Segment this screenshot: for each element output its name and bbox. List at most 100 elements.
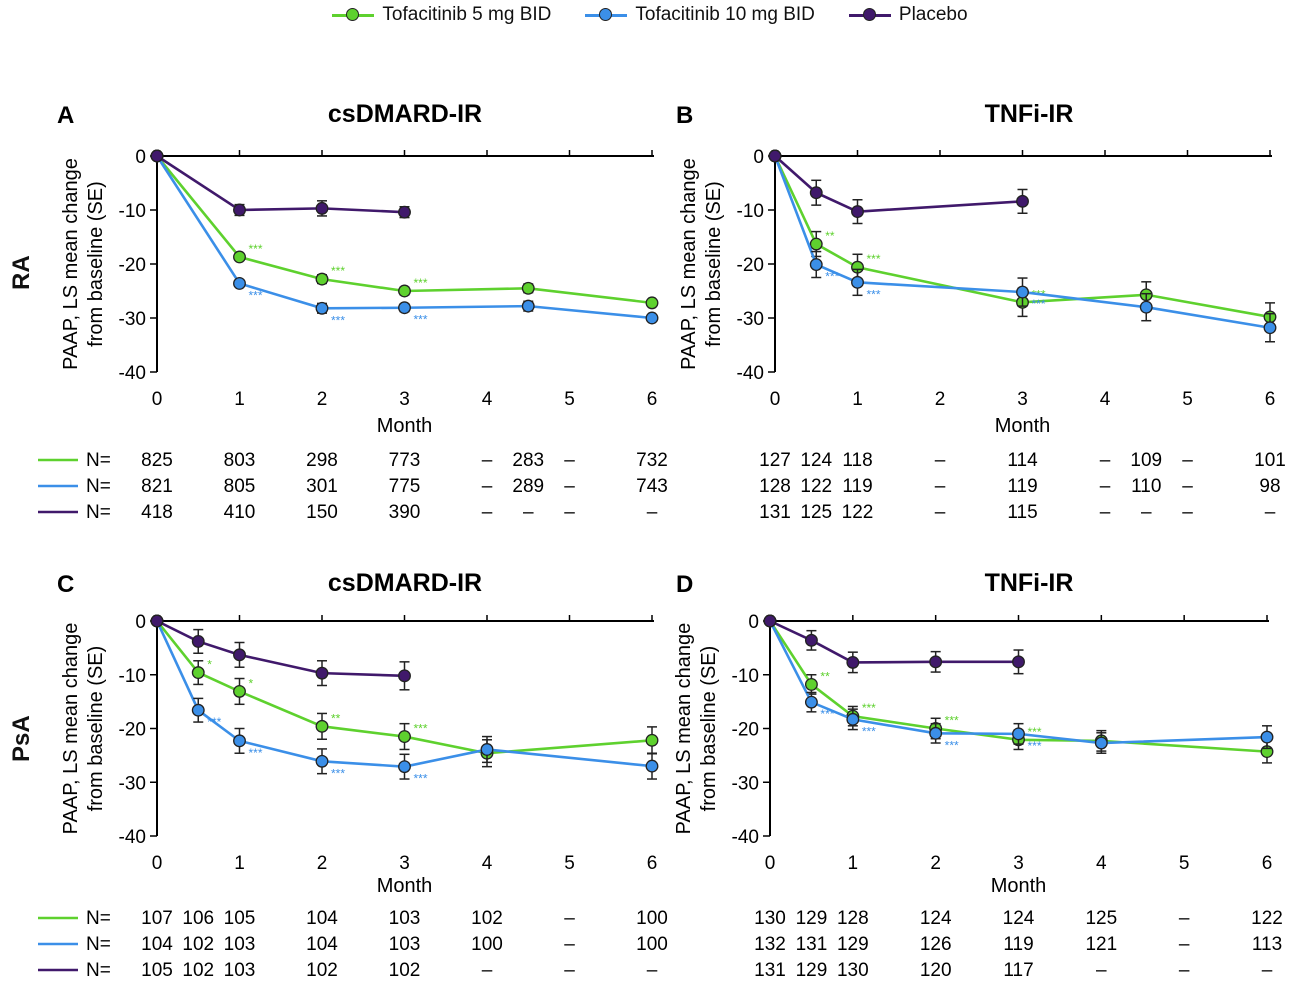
n-value: 107 [141, 908, 173, 929]
data-point [191, 666, 205, 680]
x-axis-label: Month [377, 875, 433, 897]
n-value: 125 [800, 502, 832, 523]
x-tick-label: 6 [1262, 853, 1273, 874]
x-tick-label: 0 [765, 853, 776, 874]
x-axis-label: Month [377, 415, 433, 437]
n-value: 732 [636, 450, 668, 471]
n-value: 131 [796, 934, 828, 955]
n-value: – [1100, 476, 1111, 497]
n-value: 289 [512, 476, 544, 497]
x-tick-label: 6 [647, 389, 658, 410]
y-tick-label: -40 [737, 363, 764, 384]
data-point [1012, 655, 1025, 669]
data-point [804, 677, 818, 691]
n-value: 128 [759, 476, 791, 497]
n-value: 100 [471, 934, 503, 955]
y-axis-label: from baseline (SE) [703, 181, 725, 347]
data-point [645, 296, 659, 310]
x-tick-label: 4 [1096, 853, 1107, 874]
significance-marker: *** [820, 707, 834, 721]
x-tick-label: 3 [399, 853, 410, 874]
series-line [774, 155, 1023, 213]
x-tick-label: 5 [564, 853, 575, 874]
data-point [315, 666, 329, 680]
n-value: 98 [1259, 476, 1280, 497]
significance-marker: *** [945, 738, 959, 752]
y-tick-label: 0 [135, 612, 146, 633]
n-value: – [1262, 960, 1273, 981]
n-value: – [647, 960, 658, 981]
data-point [1263, 321, 1277, 335]
n-value: 130 [754, 908, 786, 929]
data-point [1139, 300, 1153, 314]
panel-title: csDMARD-IR [328, 569, 482, 597]
n-value: 122 [1251, 908, 1283, 929]
series-line [773, 155, 1271, 319]
y-tick-label: -30 [737, 309, 764, 330]
panel-letter: B [676, 102, 693, 129]
n-value: 105 [141, 960, 173, 981]
n-value: 105 [224, 908, 256, 929]
legend-swatch [585, 7, 628, 21]
n-value: 121 [1085, 934, 1117, 955]
n-value: – [564, 908, 575, 929]
data-point [398, 301, 411, 315]
n-value: 102 [471, 908, 503, 929]
data-point [398, 669, 411, 683]
n-value: 131 [759, 502, 791, 523]
data-point [1260, 730, 1274, 744]
data-point [645, 733, 659, 747]
panel-title: TNFi-IR [985, 569, 1074, 597]
significance-marker: *** [331, 264, 345, 278]
data-point [809, 186, 823, 200]
significance-marker: *** [249, 288, 263, 302]
n-value: 124 [800, 450, 832, 471]
x-tick-label: 0 [770, 389, 781, 410]
data-point [846, 655, 860, 669]
n-value: 113 [1252, 934, 1282, 955]
y-tick-label: 0 [748, 612, 759, 633]
n-value: 106 [182, 908, 214, 929]
n-value: – [1182, 450, 1193, 471]
n-row-label: N= [86, 960, 111, 981]
n-value: 298 [306, 450, 338, 471]
y-axis-label: from baseline (SE) [698, 646, 720, 812]
n-value: – [482, 450, 493, 471]
n-value: 102 [306, 960, 338, 981]
data-point [398, 284, 411, 298]
data-point [315, 301, 329, 315]
y-axis-label: PAAP, LS mean change [60, 623, 82, 835]
x-tick-label: 0 [152, 853, 163, 874]
n-value: – [1179, 960, 1190, 981]
n-value: 100 [636, 908, 668, 929]
data-point [851, 275, 864, 289]
y-tick-label: -20 [119, 720, 146, 741]
n-value: 103 [224, 960, 256, 981]
x-tick-label: 0 [152, 389, 163, 410]
n-value: 102 [389, 960, 421, 981]
n-value: 119 [842, 476, 872, 497]
n-value: – [935, 476, 946, 497]
y-tick-label: -30 [732, 773, 759, 794]
n-value: 124 [1003, 908, 1035, 929]
series-line [773, 155, 1271, 330]
data-point [233, 734, 246, 748]
n-row-label: N= [86, 502, 111, 523]
n-value: – [482, 476, 493, 497]
n-value: 132 [754, 934, 786, 955]
n-row-label: N= [86, 934, 111, 955]
n-value: – [523, 502, 534, 523]
significance-marker: *** [414, 722, 428, 736]
significance-marker: *** [249, 746, 263, 760]
x-tick-label: 4 [482, 389, 493, 410]
n-value: 100 [636, 934, 668, 955]
n-value: 410 [224, 502, 256, 523]
data-point [929, 655, 943, 669]
x-tick-label: 5 [564, 389, 575, 410]
y-axis-label: PAAP, LS mean change [60, 158, 82, 370]
significance-marker: *** [862, 701, 876, 715]
n-value: 110 [1131, 476, 1161, 497]
series-line [155, 155, 653, 305]
n-value: 129 [837, 934, 869, 955]
data-point [233, 203, 246, 217]
